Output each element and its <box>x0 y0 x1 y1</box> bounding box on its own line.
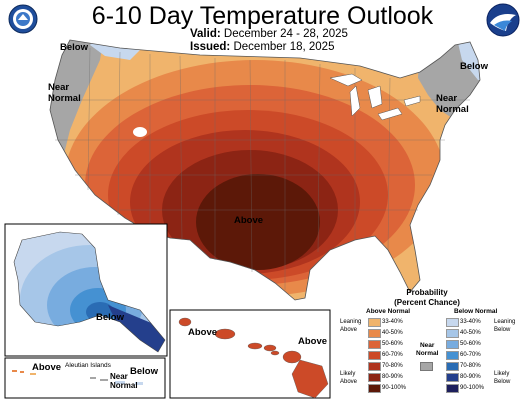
legend-leaning-below: Leaning Below <box>494 319 516 333</box>
legend-below-range: 90-100% <box>460 385 485 391</box>
legend-near-swatch <box>420 362 433 371</box>
aleutian-islands-shapes <box>12 370 143 385</box>
hawaii-islands-shapes <box>178 317 329 399</box>
legend-above-swatch <box>368 362 381 371</box>
label-above-aleutian: Above <box>32 362 62 373</box>
label-above-hawaii-w: Above <box>188 327 218 338</box>
label-below-ne: Below <box>460 61 488 72</box>
legend-below-range: 50-60% <box>460 341 481 347</box>
legend-above-range: 50-60% <box>382 341 403 347</box>
legend-above-range: 60-70% <box>382 352 403 358</box>
legend-title: Probability (Percent Chance) <box>394 288 460 307</box>
legend-below-range: 70-80% <box>460 363 481 369</box>
legend-below-swatch <box>446 373 459 382</box>
legend-below-swatch <box>446 384 459 393</box>
label-below-nw: Below <box>60 42 88 53</box>
noaa-doc-seal-icon <box>8 4 38 34</box>
valid-line: Valid: December 24 - 28, 2025 <box>190 28 348 41</box>
legend-above-range: 80-90% <box>382 374 403 380</box>
issued-line: Issued: December 18, 2025 <box>190 41 334 54</box>
issued-date: December 18, 2025 <box>233 41 335 53</box>
legend-above-swatch <box>368 373 381 382</box>
aleutian-inset-frame <box>4 357 166 399</box>
label-aleutian-islands: Aleutian Islands <box>65 362 111 369</box>
valid-label: Valid: <box>190 28 221 40</box>
label-above-center: Above <box>234 215 264 226</box>
legend-below-range: 80-90% <box>460 374 481 380</box>
legend-below-range: 40-50% <box>460 330 481 336</box>
legend-leaning-above: Leaning Above <box>340 319 362 333</box>
legend-above-swatch <box>368 329 381 338</box>
legend-above-swatch <box>368 318 381 327</box>
legend-below-range: 33-40% <box>460 319 481 325</box>
legend-below-swatch <box>446 351 459 360</box>
legend-below-swatch <box>446 318 459 327</box>
legend-below-header: Below Normal <box>454 308 498 315</box>
label-below-alaska: Below <box>96 312 124 323</box>
label-near-normal-nw: Near Normal <box>48 82 81 104</box>
label-near-normal-aleutian: Near Normal <box>110 372 138 390</box>
legend-below-swatch <box>446 340 459 349</box>
legend-above-range: 40-50% <box>382 330 403 336</box>
legend-above-swatch <box>368 351 381 360</box>
great-lakes <box>329 73 421 121</box>
legend-above-header: Above Normal <box>366 308 411 315</box>
legend-above-swatch <box>368 340 381 349</box>
legend-above-swatch <box>368 384 381 393</box>
legend-near-header: Near Normal <box>416 342 439 357</box>
label-above-hawaii-e: Above <box>298 336 328 347</box>
issued-label: Issued: <box>190 41 231 53</box>
page-title: 6-10 Day Temperature Outlook <box>91 2 434 30</box>
legend-below-range: 60-70% <box>460 352 481 358</box>
legend-above-range: 33-40% <box>382 319 403 325</box>
legend-above-range: 70-80% <box>382 363 403 369</box>
legend-below-swatch <box>446 329 459 338</box>
label-below-aleutian: Below <box>130 366 158 377</box>
legend-likely-below: Likely Below <box>494 371 511 385</box>
legend-above-range: 90-100% <box>382 385 407 391</box>
valid-dates: December 24 - 28, 2025 <box>223 28 348 40</box>
label-near-normal-ne: Near Normal <box>436 93 469 115</box>
legend-likely-above: Likely Above <box>340 371 358 385</box>
noaa-logo-icon <box>486 3 520 37</box>
legend-below-swatch <box>446 362 459 371</box>
